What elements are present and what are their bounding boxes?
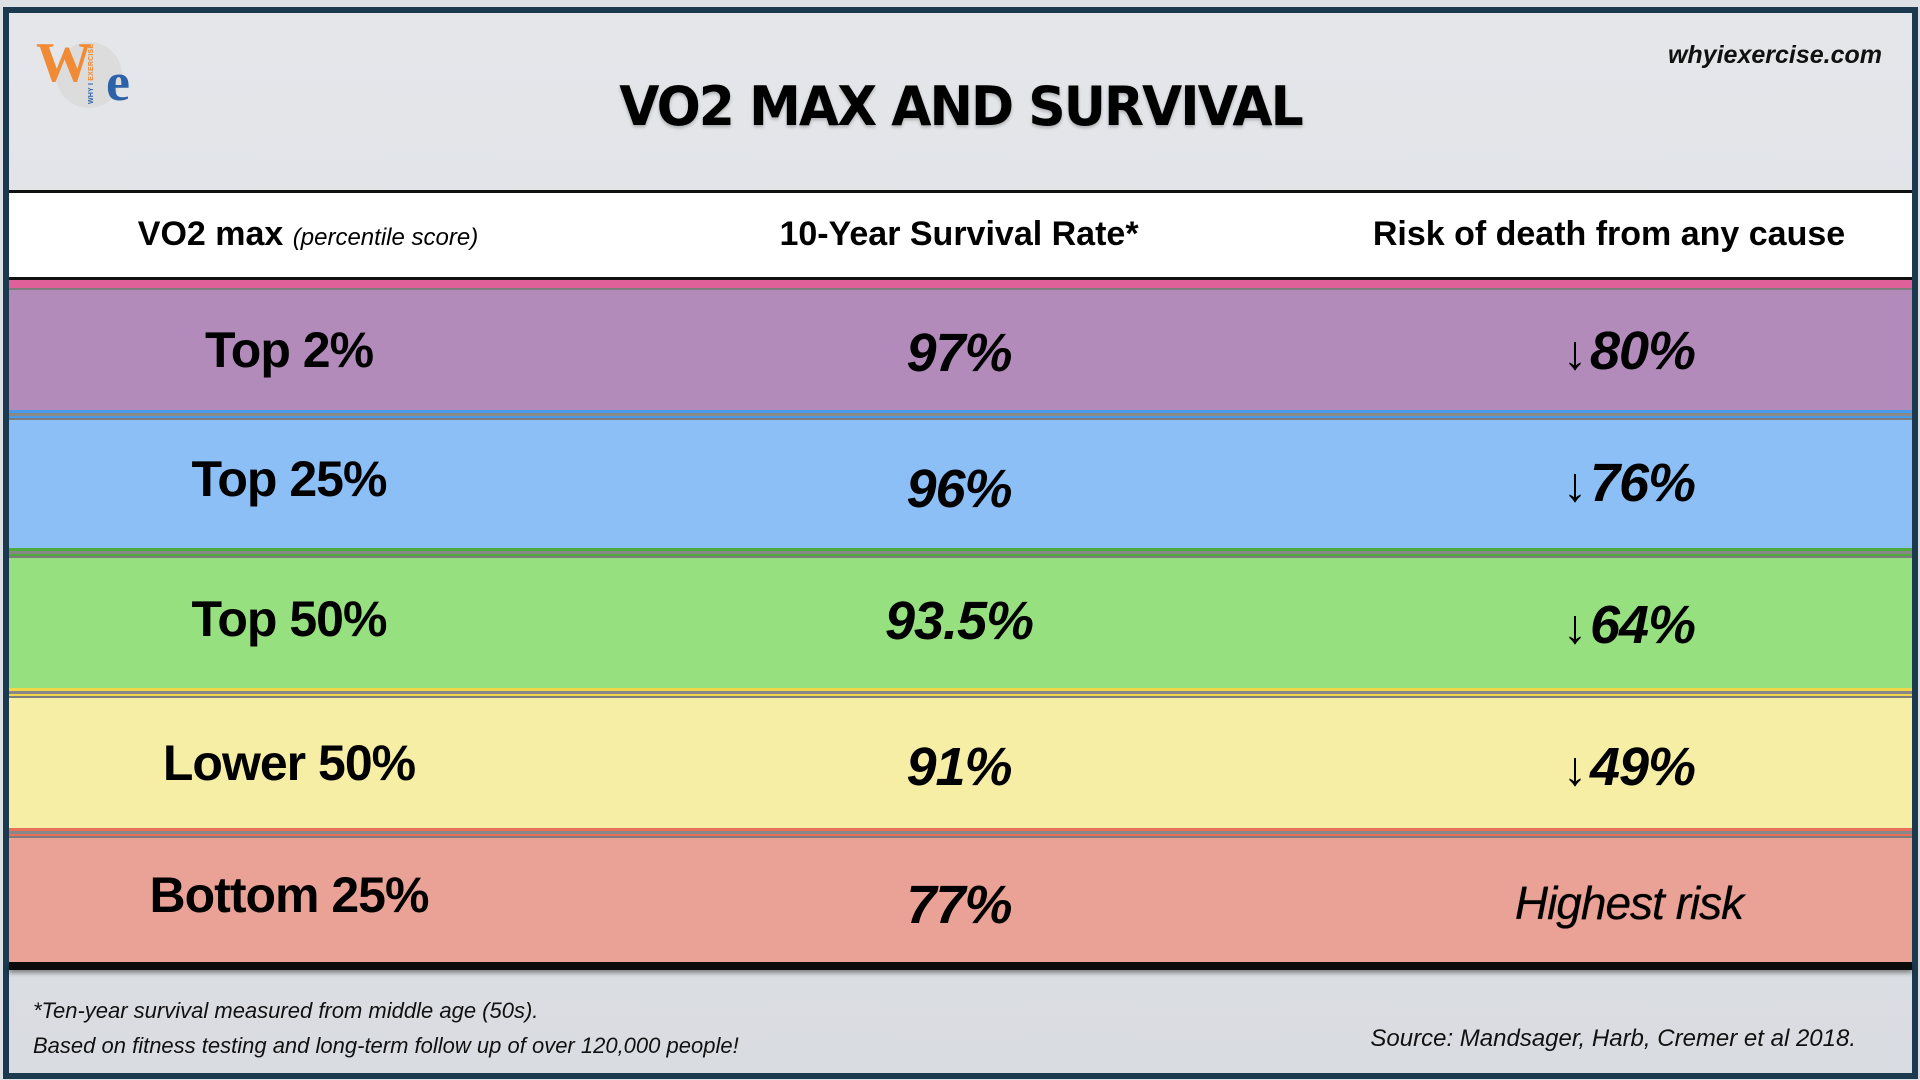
- row-survival: 77%: [906, 875, 1012, 935]
- page-title: VO2 MAX AND SURVIVAL: [619, 75, 1303, 139]
- table-row: Lower 50% 91% ↓49%: [9, 698, 1912, 828]
- down-arrow-icon: ↓: [1562, 743, 1587, 796]
- header-risk: Risk of death from any cause: [1372, 215, 1846, 253]
- row-separator: [9, 548, 1912, 558]
- table-body: Top 2% 97% ↓80% Top 25% 96% ↓76% Top 50%…: [9, 280, 1912, 962]
- logo: W WHY I EXERCISE e: [36, 32, 146, 122]
- table-row: Top 50% 93.5% ↓64%: [9, 558, 1912, 688]
- infographic-frame: W WHY I EXERCISE e whyiexercise.com VO2 …: [3, 7, 1918, 1079]
- table-row: Top 25% 96% ↓76%: [9, 420, 1912, 548]
- row-risk: ↓80%: [1562, 321, 1696, 381]
- footnote-survival: *Ten-year survival measured from middle …: [33, 998, 539, 1023]
- down-arrow-icon: ↓: [1562, 327, 1587, 380]
- header-survival-rate: 10-Year Survival Rate*: [779, 215, 1139, 253]
- source-citation: Source: Mandsager, Harb, Cremer et al 20…: [1370, 1025, 1856, 1052]
- row-separator: [9, 410, 1912, 420]
- row-risk: ↓49%: [1562, 737, 1696, 797]
- row-separator: [9, 828, 1912, 838]
- row-label: Bottom 25%: [149, 867, 430, 923]
- logo-e: e: [106, 52, 130, 112]
- table-row: Bottom 25% 77% Highest risk: [9, 838, 1912, 962]
- row-label: Top 50%: [191, 591, 388, 647]
- row-risk: ↓64%: [1562, 595, 1696, 655]
- footnote-study: Based on fitness testing and long-term f…: [33, 1033, 739, 1058]
- down-arrow-icon: ↓: [1562, 459, 1587, 512]
- row-separator: [9, 688, 1912, 698]
- row-risk: Highest risk: [1514, 877, 1744, 929]
- header-subtitle: (percentile score): [292, 224, 479, 251]
- row-survival: 96%: [906, 459, 1012, 519]
- table-row: Top 2% 97% ↓80%: [9, 290, 1912, 410]
- header-vo2max: VO2 max (percentile score): [137, 215, 479, 253]
- row-label: Lower 50%: [162, 735, 416, 791]
- row-survival: 93.5%: [884, 591, 1034, 651]
- row-label: Top 25%: [191, 451, 388, 507]
- row-survival: 97%: [906, 323, 1012, 383]
- survival-table: VO2 max (percentile score) 10-Year Survi…: [9, 190, 1912, 970]
- logo-w: W: [36, 32, 92, 94]
- logo-circle: [56, 42, 122, 108]
- down-arrow-icon: ↓: [1562, 601, 1587, 654]
- table-header: VO2 max (percentile score) 10-Year Survi…: [9, 190, 1912, 280]
- row-label: Top 2%: [204, 322, 374, 378]
- site-url: whyiexercise.com: [1667, 41, 1882, 69]
- row-separator: [9, 280, 1912, 290]
- table-bottom-border: [9, 962, 1912, 970]
- row-survival: 91%: [906, 737, 1012, 797]
- row-risk: ↓76%: [1562, 453, 1696, 513]
